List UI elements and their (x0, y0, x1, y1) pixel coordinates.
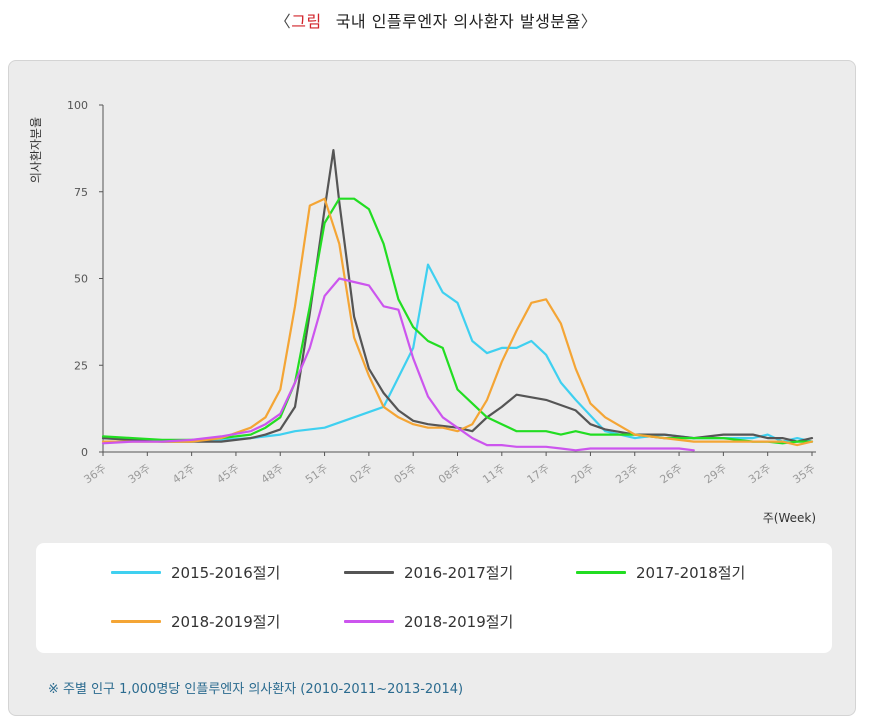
x-tick-label: 42주 (170, 462, 197, 486)
x-tick-label: 11주 (480, 462, 507, 486)
legend: 2015-2016절기 2016-2017절기 2017-2018절기 2018… (36, 543, 832, 653)
title-bracket-close: 〉 (580, 12, 598, 31)
y-tick-label: 50 (74, 273, 88, 286)
series-line (101, 197, 814, 445)
series-line (101, 263, 814, 443)
x-tick-label: 48주 (259, 462, 286, 486)
legend-label: 2017-2018절기 (636, 563, 746, 582)
footnote: ※ 주별 인구 1,000명당 인플루엔자 의사환자 (2010-2011~20… (48, 682, 464, 697)
x-tick-label: 45주 (214, 462, 241, 486)
figure-title: 〈그림 국내 인플루엔자 의사환자 발생분율〉 (0, 8, 872, 32)
legend-label: 2018-2019절기 (404, 612, 514, 631)
x-tick-label: 05주 (392, 462, 419, 486)
title-bracket-open: 〈 (274, 12, 292, 31)
x-tick-label: 17주 (525, 462, 552, 486)
figure-tag: 그림 (291, 12, 322, 31)
legend-item: 2018-2019절기 (344, 611, 513, 631)
x-tick-label: 20주 (569, 462, 596, 486)
x-tick-label: 36주 (82, 462, 109, 486)
legend-label: 2016-2017절기 (404, 563, 514, 582)
legend-swatch (576, 570, 626, 574)
series-line (101, 197, 814, 447)
y-tick-label: 100 (67, 99, 88, 112)
x-axis-label: 주(Week) (763, 511, 816, 525)
legend-swatch (344, 570, 394, 574)
legend-item: 2016-2017절기 (344, 562, 513, 582)
legend-item: 2017-2018절기 (576, 562, 745, 582)
figure-title-text: 국내 인플루엔자 의사환자 발생분율 (335, 12, 581, 31)
x-tick-label: 23주 (613, 462, 640, 486)
x-tick-label: 02주 (347, 462, 374, 486)
x-tick-label: 32주 (746, 462, 773, 486)
legend-item: 2015-2016절기 (111, 562, 280, 582)
x-tick-label: 51주 (303, 462, 330, 486)
x-tick-label: 08주 (436, 462, 463, 486)
y-tick-label: 0 (81, 446, 88, 459)
legend-swatch (344, 619, 394, 623)
legend-label: 2018-2019절기 (171, 612, 281, 631)
x-tick-label: 26주 (658, 462, 685, 486)
x-tick-label: 39주 (126, 462, 153, 486)
y-tick-label: 25 (74, 359, 88, 372)
y-axis-label: 의사환자분율 (29, 117, 43, 183)
x-tick-label: 29주 (702, 462, 729, 486)
legend-swatch (111, 619, 161, 623)
series-line (101, 149, 814, 443)
legend-swatch (111, 570, 161, 574)
y-tick-label: 75 (74, 186, 88, 199)
legend-item: 2018-2019절기 (111, 611, 280, 631)
legend-label: 2015-2016절기 (171, 563, 281, 582)
x-tick-label: 35주 (791, 462, 818, 486)
series-line (101, 277, 695, 452)
